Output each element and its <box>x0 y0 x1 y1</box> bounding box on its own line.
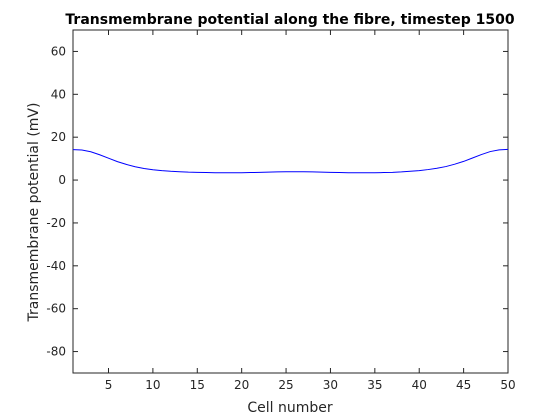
x-tick-label: 40 <box>412 378 427 392</box>
y-tick-label: 0 <box>58 173 66 187</box>
y-tick-label: 20 <box>51 130 66 144</box>
y-axis-label: Transmembrane potential (mV) <box>26 103 42 323</box>
x-tick-label: 20 <box>234 378 249 392</box>
y-tick-label: 60 <box>51 44 66 58</box>
x-axis: 5 10 15 20 25 30 35 40 45 50 <box>105 30 516 392</box>
x-axis-label: Cell number <box>247 400 333 416</box>
x-tick-label: 35 <box>367 378 382 392</box>
plot-area <box>72 29 509 374</box>
x-tick-label: 30 <box>323 378 338 392</box>
y-tick-label: -40 <box>46 259 66 273</box>
x-tick-label: 45 <box>456 378 471 392</box>
x-tick-label: 15 <box>190 378 205 392</box>
y-axis: -80 -60 -40 -20 0 20 40 60 <box>46 44 508 359</box>
potential-line <box>72 148 509 174</box>
y-tick-label: -20 <box>46 216 66 230</box>
chart-title: Transmembrane potential along the fibre,… <box>65 12 514 28</box>
y-tick-label: -80 <box>46 345 66 359</box>
x-tick-label: 25 <box>278 378 293 392</box>
y-tick-label: 40 <box>51 87 66 101</box>
x-tick-label: 5 <box>105 378 113 392</box>
y-tick-label: -60 <box>46 302 66 316</box>
x-tick-label: 50 <box>500 378 515 392</box>
x-tick-label: 10 <box>145 378 160 392</box>
